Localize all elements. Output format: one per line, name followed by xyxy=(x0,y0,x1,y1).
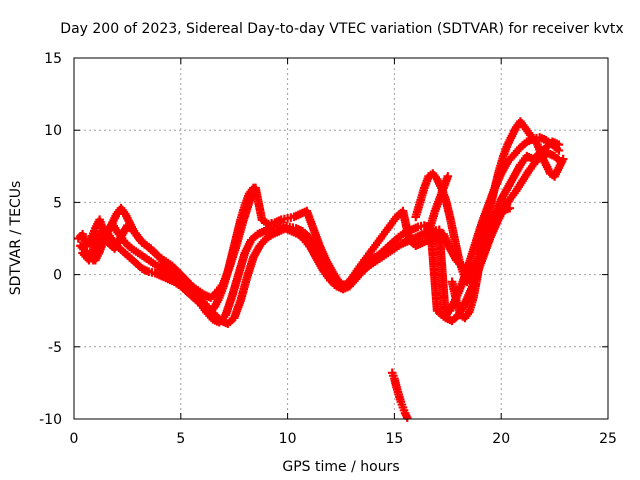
data-point xyxy=(558,154,568,164)
y-tick-label: 10 xyxy=(44,123,62,139)
x-tick-label: 25 xyxy=(599,431,617,447)
chart-title: Day 200 of 2023, Sidereal Day-to-day VTE… xyxy=(60,21,623,37)
grid-lines xyxy=(74,58,608,419)
y-tick-label: -10 xyxy=(39,412,62,428)
series-sat-f xyxy=(387,368,412,422)
series-sat-d xyxy=(91,183,258,317)
data-point xyxy=(554,140,564,149)
x-axis-label: GPS time / hours xyxy=(282,459,399,475)
x-tick-label: 15 xyxy=(385,431,403,447)
x-tick-label: 0 xyxy=(70,431,79,447)
data-marks xyxy=(73,117,568,422)
plot-frame xyxy=(73,57,609,420)
x-tick-label: 10 xyxy=(279,431,297,447)
y-tick-label: 15 xyxy=(44,51,62,67)
x-tick-label: 5 xyxy=(176,431,185,447)
data-point xyxy=(443,172,453,181)
y-tick-label: 0 xyxy=(53,268,62,284)
y-axis-label: SDTVAR / TECUs xyxy=(8,181,24,296)
data-point xyxy=(402,413,412,422)
tick-labels: 0 5 10 15 20 25 -10 -5 0 5 10 15 xyxy=(39,51,617,447)
series-sat-g xyxy=(422,117,568,323)
y-tick-label: -5 xyxy=(48,340,62,356)
data-point xyxy=(505,203,515,213)
data-point xyxy=(249,183,258,193)
x-tick-label: 20 xyxy=(492,431,510,447)
y-tick-label: 5 xyxy=(53,195,62,211)
